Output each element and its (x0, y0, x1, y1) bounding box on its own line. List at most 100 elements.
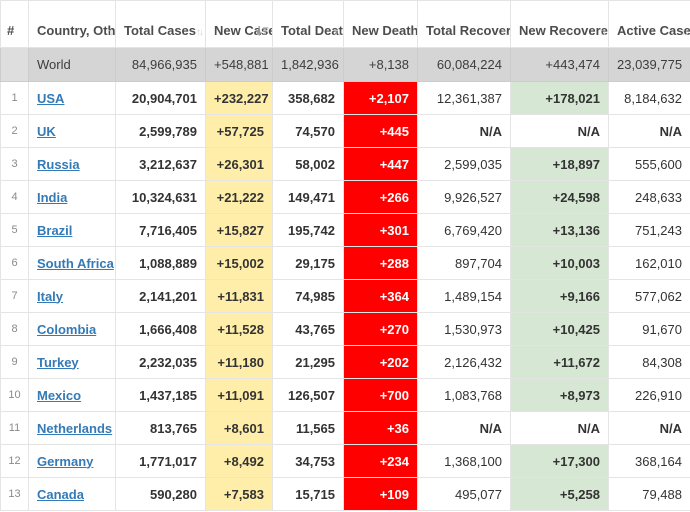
country-row: 4 India 10,324,631 +21,222 149,471 +266 … (0, 180, 690, 214)
col-header-total-cases[interactable]: Total Cases ↑↓ (115, 0, 206, 48)
cell-active-cases: 226,910 (608, 378, 690, 412)
cell-total-cases: 1,088,889 (115, 246, 206, 280)
country-row: 3 Russia 3,212,637 +26,301 58,002 +447 2… (0, 147, 690, 181)
cell-new-recovered: +17,300 (510, 444, 609, 478)
cell-total-deaths: 21,295 (272, 345, 344, 379)
country-link[interactable]: Mexico (37, 387, 82, 403)
rank-cell: 6 (0, 246, 29, 280)
cell-total-recovered: 1,368,100 (417, 444, 511, 478)
col-header-active-cases[interactable]: Active Cases ↑↓ (608, 0, 690, 48)
country-link[interactable]: Brazil (37, 222, 73, 238)
cell-new-cases: +57,725 (205, 114, 273, 148)
cell-new-deaths: +234 (343, 444, 418, 478)
cell-total-recovered: 2,126,432 (417, 345, 511, 379)
sort-both-icon[interactable]: ↑↓ (681, 26, 689, 38)
cell-total-deaths: 29,175 (272, 246, 344, 280)
cell-new-cases: +26,301 (205, 147, 273, 181)
cell-new-cases: +11,091 (205, 378, 273, 412)
cell-total-deaths: 43,765 (272, 312, 344, 346)
cell-total-cases: 3,212,637 (115, 147, 206, 181)
country-link[interactable]: UK (37, 123, 56, 139)
cell-new-deaths: +288 (343, 246, 418, 280)
cell-active-cases: 91,670 (608, 312, 690, 346)
country-link[interactable]: Russia (37, 156, 80, 172)
rank-cell: 2 (0, 114, 29, 148)
country-row: 6 South Africa 1,088,889 +15,002 29,175 … (0, 246, 690, 280)
cell-total-deaths: 149,471 (272, 180, 344, 214)
cell-new-deaths: +700 (343, 378, 418, 412)
col-header-label: Country, Other (37, 23, 116, 39)
cell-total-cases: 590,280 (115, 477, 206, 511)
country-row: 7 Italy 2,141,201 +11,831 74,985 +364 1,… (0, 279, 690, 313)
col-header-rank: # (0, 0, 29, 48)
cell-new-deaths: +202 (343, 345, 418, 379)
country-link[interactable]: Italy (37, 288, 64, 304)
col-header-label: Total Deaths (281, 23, 343, 39)
col-header-new-recovered[interactable]: New Recovered ↑↓ (510, 0, 609, 48)
cell-total-cases: 2,232,035 (115, 345, 206, 379)
country-row: 8 Colombia 1,666,408 +11,528 43,765 +270… (0, 312, 690, 346)
country-link[interactable]: India (37, 189, 68, 205)
country-link[interactable]: Germany (37, 453, 94, 469)
country-link[interactable]: Turkey (37, 354, 79, 370)
cell-new-deaths: +364 (343, 279, 418, 313)
cell-total-cases: 20,904,701 (115, 81, 206, 115)
sort-both-icon[interactable]: ↑↓ (196, 26, 204, 38)
cell-new-recovered: +18,897 (510, 147, 609, 181)
cell-new-recovered: +10,003 (510, 246, 609, 280)
cell-new-recovered: +11,672 (510, 345, 609, 379)
country-cell: Germany (28, 444, 116, 478)
cell-active-cases: 23,039,775 (608, 47, 690, 82)
cell-new-deaths: +445 (343, 114, 418, 148)
cell-new-cases: +11,180 (205, 345, 273, 379)
cell-total-deaths: 34,753 (272, 444, 344, 478)
cell-new-cases: +21,222 (205, 180, 273, 214)
cell-new-deaths: +109 (343, 477, 418, 511)
country-link[interactable]: Netherlands (37, 420, 113, 436)
sort-both-icon[interactable]: ↑↓ (334, 26, 342, 38)
sort-both-icon[interactable]: ↑↓ (408, 26, 416, 38)
country-cell: Turkey (28, 345, 116, 379)
rank-cell: 8 (0, 312, 29, 346)
cell-new-recovered: N/A (510, 114, 609, 148)
cell-total-cases: 813,765 (115, 411, 206, 445)
sort-both-icon[interactable]: ↑↓ (501, 26, 509, 38)
country-cell: Brazil (28, 213, 116, 247)
country-link[interactable]: Colombia (37, 321, 97, 337)
cell-total-deaths: 195,742 (272, 213, 344, 247)
cell-total-recovered: 495,077 (417, 477, 511, 511)
rank-cell: 13 (0, 477, 29, 511)
cell-new-recovered: +8,973 (510, 378, 609, 412)
col-header-total-recovered[interactable]: Total Recovered ↑↓ (417, 0, 511, 48)
col-header-label: Active Cases (617, 23, 690, 39)
country-link[interactable]: South Africa (37, 255, 114, 271)
sort-descending-icon[interactable] (256, 25, 269, 42)
cell-new-cases: +8,601 (205, 411, 273, 445)
cell-new-cases: +8,492 (205, 444, 273, 478)
cell-total-cases: 1,771,017 (115, 444, 206, 478)
sort-both-icon[interactable]: ↑↓ (106, 26, 114, 38)
cell-total-deaths: 15,715 (272, 477, 344, 511)
cell-active-cases: 577,062 (608, 279, 690, 313)
cell-new-cases: +15,002 (205, 246, 273, 280)
cell-total-deaths: 74,985 (272, 279, 344, 313)
cell-new-recovered: +9,166 (510, 279, 609, 313)
country-cell: UK (28, 114, 116, 148)
col-header-new-cases[interactable]: New Cases (205, 0, 273, 48)
cell-total-recovered: 9,926,527 (417, 180, 511, 214)
cell-new-deaths: +2,107 (343, 81, 418, 115)
col-header-country[interactable]: Country, Other ↑↓ (28, 0, 116, 48)
sort-both-icon[interactable]: ↑↓ (599, 26, 607, 38)
country-cell: South Africa (28, 246, 116, 280)
country-link[interactable]: Canada (37, 486, 84, 502)
cell-active-cases: 84,308 (608, 345, 690, 379)
cell-new-recovered: +5,258 (510, 477, 609, 511)
col-header-label: Total Recovered (426, 23, 510, 39)
cell-active-cases: 248,633 (608, 180, 690, 214)
cell-total-cases: 2,141,201 (115, 279, 206, 313)
country-link[interactable]: USA (37, 90, 65, 106)
col-header-new-deaths[interactable]: New Deaths ↑↓ (343, 0, 418, 48)
col-header-total-deaths[interactable]: Total Deaths ↑↓ (272, 0, 344, 48)
cell-new-deaths: +270 (343, 312, 418, 346)
